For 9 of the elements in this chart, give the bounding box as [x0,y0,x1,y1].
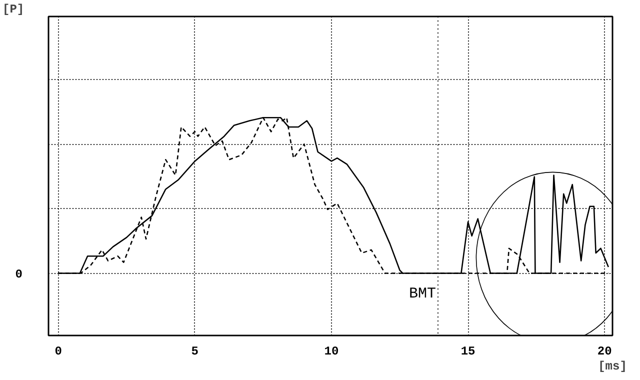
x-axis-title: [ms] [598,360,627,374]
x-tick-label: 10 [324,344,339,358]
x-tick-label: 5 [191,344,198,358]
x-tick-label: 0 [54,344,62,358]
ref-line-label: BMT [408,285,436,302]
text: 0 [15,267,22,282]
x-tick-label: 15 [460,344,476,358]
x-tick-label: 20 [597,344,612,358]
text: [P] [2,2,24,16]
